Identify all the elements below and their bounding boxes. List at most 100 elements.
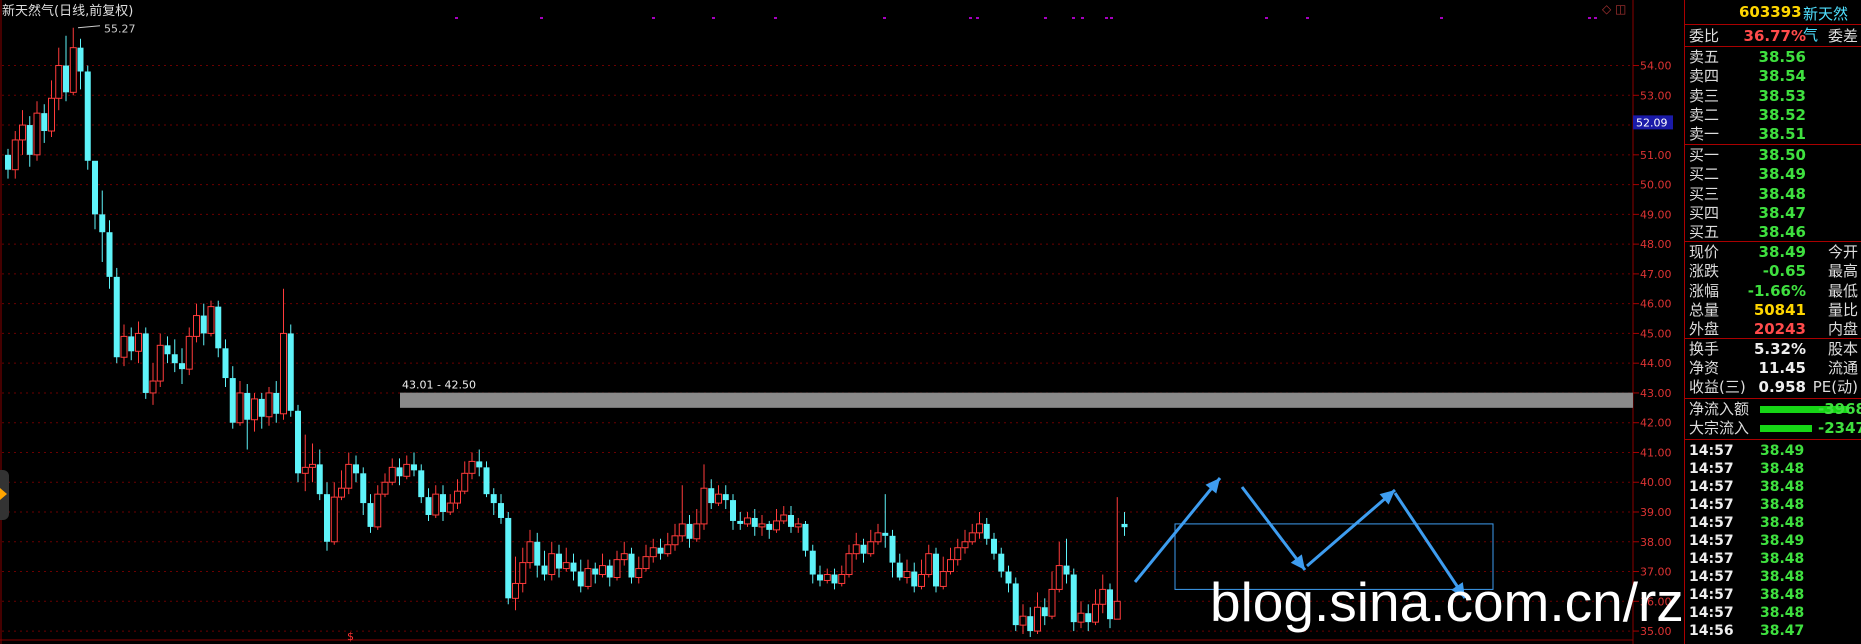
y-tick-label: 37.00 [1640, 566, 1672, 579]
tick-row[interactable]: 14:57 38.48 [1685, 604, 1861, 622]
candle-body-down [1063, 565, 1070, 575]
resistance-zone [400, 392, 1633, 408]
candle-body-up [33, 112, 41, 156]
bid-row-label: 买四 [1689, 203, 1720, 222]
candle-body-up [461, 472, 469, 492]
candle-body-down [222, 348, 229, 379]
candle-body-down [287, 333, 294, 411]
tick-time: 14:57 [1689, 605, 1734, 621]
candle-body-down [730, 500, 736, 521]
trend-arrowhead [1379, 490, 1395, 505]
quote-row-label: 涨幅 [1689, 281, 1720, 300]
fund-flow-row: 大宗流入 -2347 [1685, 419, 1861, 437]
candle-body-up [1034, 606, 1041, 632]
candle-body-up [823, 574, 831, 581]
candle-body-down [353, 464, 359, 474]
y-tick-label: 47.00 [1640, 268, 1672, 281]
candle-body-up [845, 553, 853, 576]
candle-body-down [541, 565, 548, 575]
tick-row[interactable]: 14:57 38.48 [1685, 460, 1861, 478]
tick-row[interactable]: 14:57 38.48 [1685, 550, 1861, 568]
quote-row: 总量 50841 量比 [1685, 301, 1861, 319]
fundamental-row-label2: 股本 [1827, 340, 1858, 358]
candle-body-up [69, 47, 77, 93]
candle-body-down [1121, 523, 1128, 528]
candle-body-up [947, 559, 954, 573]
candle-body-up [968, 532, 976, 543]
quote-row-label2: 量比 [1827, 300, 1858, 319]
candle-body-up [939, 571, 947, 587]
tick-price: 38.48 [1760, 605, 1805, 621]
tick-row[interactable]: 14:57 38.49 [1685, 532, 1861, 550]
ask-row-label: 卖一 [1689, 125, 1720, 144]
quote-row-value: 20243 [1753, 320, 1806, 339]
chart-title: 新天然气(日线,前复权) [2, 4, 134, 19]
candle-body-up [649, 547, 657, 558]
order-diff-label: 委差 [1827, 27, 1858, 45]
bottom-marker: $ [347, 630, 354, 643]
candle-body-up [1099, 588, 1107, 605]
candle-body-down [324, 494, 330, 542]
candle-body-up [432, 493, 440, 516]
candle-body-down [244, 392, 251, 420]
kline-chart[interactable]: 54.0053.0052.0051.0050.0049.0048.0047.00… [0, 0, 1815, 644]
tick-row[interactable]: 14:56 38.47 [1685, 622, 1861, 640]
candle-body-up [693, 523, 701, 540]
candle-body-up [11, 139, 19, 171]
candle-body-down [99, 214, 106, 233]
bid-row-label: 买五 [1689, 223, 1720, 242]
tick-price: 38.48 [1760, 569, 1805, 585]
divider [1685, 338, 1861, 339]
chart-corner-icons[interactable]: ◇ ◫ [1602, 2, 1627, 16]
candle-body-up [599, 565, 606, 576]
candle-body-down [1070, 574, 1077, 623]
candle-body-down [229, 378, 236, 423]
candle-body-up [280, 332, 287, 415]
candle-body-up [954, 547, 962, 561]
kline-svg[interactable]: 54.0053.0052.0051.0050.0049.0048.0047.00… [0, 0, 1684, 644]
candle-body-down [106, 232, 113, 277]
candle-body-up [794, 523, 802, 528]
divider [1685, 46, 1861, 47]
tick-row[interactable]: 14:57 38.48 [1685, 496, 1861, 514]
candle-body-down [556, 553, 562, 569]
ask-row-label: 卖二 [1689, 105, 1720, 124]
stock-code[interactable]: 603393 [1739, 3, 1802, 21]
ask-row-value: 38.54 [1758, 67, 1806, 86]
candle-body-up [1092, 603, 1099, 623]
candle-body-down [708, 488, 715, 504]
y-tick-label: 40.00 [1640, 476, 1672, 489]
candle-body-up [55, 65, 63, 99]
fundamental-row: 收益(三) 0.958 PE(动) [1685, 378, 1861, 396]
quote-row: 外盘 20243 内盘 [1685, 320, 1861, 338]
candle-body-down [367, 503, 374, 527]
candle-body-down [788, 514, 794, 527]
bid-row: 买五 38.46 [1685, 223, 1861, 241]
tick-time: 14:57 [1689, 479, 1734, 495]
tick-row[interactable]: 14:57 38.48 [1685, 478, 1861, 496]
y-tick-label: 45.00 [1640, 327, 1672, 340]
candle-body-up [744, 517, 751, 525]
y-tick-label: 53.00 [1640, 89, 1672, 102]
candle-body-up [961, 541, 969, 549]
quote-header: 603393 新天然气 [1685, 0, 1861, 44]
candle-body-down [911, 571, 918, 587]
tick-row[interactable]: 14:57 38.49 [1685, 442, 1861, 460]
fundamental-row: 净资 11.45 流通 [1685, 359, 1861, 377]
divider [1685, 24, 1861, 25]
y-tick-label: 43.00 [1640, 387, 1672, 400]
tick-row[interactable]: 14:57 38.48 [1685, 568, 1861, 586]
trend-arrow [1306, 488, 1396, 568]
candle-body-down [476, 461, 483, 468]
candle-body-up [388, 466, 396, 483]
trend-arrow [1240, 486, 1307, 571]
price-marker-text: 52.09 [1636, 116, 1668, 129]
candle-body-up [446, 502, 454, 513]
candle-body-up [874, 532, 882, 543]
scroll-arrow-icon[interactable] [0, 488, 7, 500]
tick-row[interactable]: 14:57 38.48 [1685, 514, 1861, 532]
candle-body-up [678, 523, 686, 537]
tick-row[interactable]: 14:57 38.48 [1685, 586, 1861, 604]
fund-flow-bar [1760, 425, 1812, 432]
stock-name[interactable]: 新天然气 [1803, 5, 1849, 44]
